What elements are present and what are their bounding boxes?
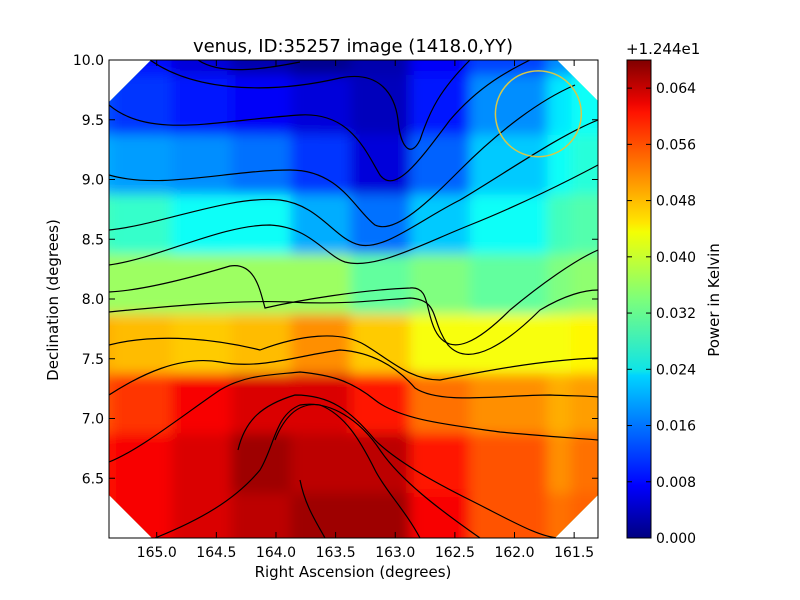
x-axis-label: Right Ascension (degrees)	[255, 563, 452, 581]
heatmap-area	[109, 60, 598, 538]
chart-title: venus, ID:35257 image (1418.0,YY)	[193, 36, 513, 57]
heatmap-cell	[469, 493, 560, 538]
colorbar-tick-label: 0.056	[656, 137, 696, 153]
colorbar-tick-label: 0.008	[656, 475, 696, 491]
x-tick-label: 161.5	[554, 545, 594, 561]
colorbar-tick-label: 0.024	[656, 362, 696, 378]
contour-line	[237, 394, 561, 538]
y-tick-label: 9.0	[82, 173, 104, 189]
colorbar-tick-label: 0.000	[656, 531, 696, 547]
colorbar-tick-label: 0.040	[656, 250, 696, 266]
y-axis-label: Declination (degrees)	[44, 219, 62, 381]
colorbar-offset-label: +1.244e1	[626, 40, 700, 58]
colorbar-gradient	[626, 59, 652, 539]
colorbar-tick-label: 0.032	[656, 306, 696, 322]
contour-line	[109, 84, 576, 228]
contour-line	[274, 403, 421, 538]
contour-line	[197, 60, 301, 71]
beam-marker-circle	[494, 70, 583, 158]
contour-line	[109, 249, 598, 346]
x-tick-label: 163.5	[316, 545, 356, 561]
contour-line	[299, 479, 326, 538]
x-tick-label: 164.5	[196, 545, 236, 561]
x-tick-label: 162.5	[435, 545, 475, 561]
y-tick-label: 6.5	[82, 471, 104, 487]
y-tick-label: 10.0	[73, 53, 104, 69]
contour-line	[109, 349, 598, 399]
contour-line	[149, 60, 471, 150]
y-tick-label: 9.5	[82, 113, 104, 129]
colorbar-tick-label: 0.016	[656, 419, 696, 435]
contour-line	[109, 164, 598, 266]
contour-line	[109, 371, 598, 463]
y-tick-label: 7.5	[82, 352, 104, 368]
x-tick-label: 162.0	[494, 545, 534, 561]
contour-lines	[109, 60, 598, 538]
colorbar: 0.000 0.008 0.016 0.024 0.032 0.040 0.048 0.056…	[626, 40, 723, 547]
x-axis: 165.0 164.5 164.0 163.5 163.0 162.5 162.0 161.5	[137, 60, 594, 561]
contour-line	[109, 60, 531, 182]
y-axis: 6.5 7.0 7.5 8.0 8.5 9.0 9.5 10.0	[73, 53, 598, 487]
contour-line	[154, 403, 481, 538]
heatmap-cells	[109, 60, 598, 538]
contour-line	[109, 289, 598, 355]
contour-line	[109, 119, 598, 247]
colorbar-ticks: 0.000 0.008 0.016 0.024 0.032 0.040 0.048 0.056…	[627, 81, 696, 547]
y-tick-label: 7.0	[82, 412, 104, 428]
colorbar-label: Power in Kelvin	[705, 243, 723, 357]
x-tick-label: 164.0	[256, 545, 296, 561]
x-tick-label: 163.0	[375, 545, 415, 561]
y-tick-label: 8.0	[82, 292, 104, 308]
contour-line	[109, 335, 598, 381]
x-tick-label: 165.0	[137, 545, 177, 561]
colorbar-tick-label: 0.064	[656, 81, 696, 97]
colorbar-tick-label: 0.048	[656, 194, 696, 210]
y-tick-label: 8.5	[82, 232, 104, 248]
